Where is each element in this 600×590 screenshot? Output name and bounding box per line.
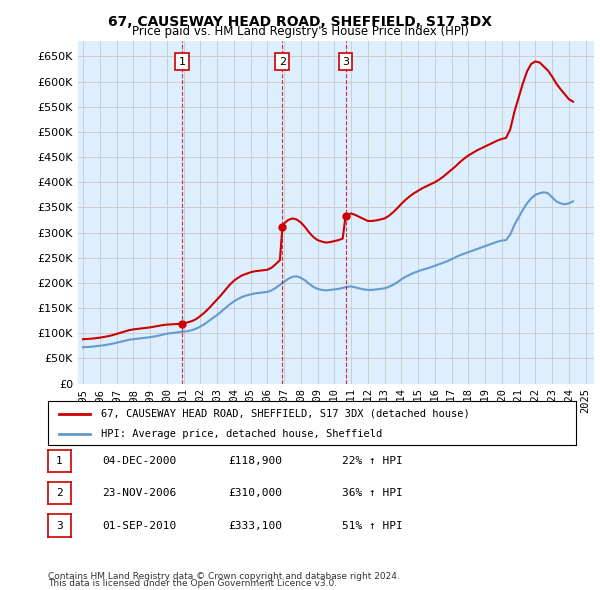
Text: 36% ↑ HPI: 36% ↑ HPI: [342, 489, 403, 498]
Text: This data is licensed under the Open Government Licence v3.0.: This data is licensed under the Open Gov…: [48, 579, 337, 588]
Text: 2: 2: [279, 57, 286, 67]
Text: £118,900: £118,900: [228, 456, 282, 466]
Text: 3: 3: [56, 521, 63, 530]
Text: £310,000: £310,000: [228, 489, 282, 498]
Text: 04-DEC-2000: 04-DEC-2000: [102, 456, 176, 466]
Text: 1: 1: [179, 57, 186, 67]
Text: 51% ↑ HPI: 51% ↑ HPI: [342, 521, 403, 530]
Text: 1: 1: [56, 456, 63, 466]
Text: 3: 3: [342, 57, 349, 67]
Text: 67, CAUSEWAY HEAD ROAD, SHEFFIELD, S17 3DX (detached house): 67, CAUSEWAY HEAD ROAD, SHEFFIELD, S17 3…: [101, 409, 470, 418]
Text: HPI: Average price, detached house, Sheffield: HPI: Average price, detached house, Shef…: [101, 430, 382, 440]
Text: £333,100: £333,100: [228, 521, 282, 530]
Text: 67, CAUSEWAY HEAD ROAD, SHEFFIELD, S17 3DX: 67, CAUSEWAY HEAD ROAD, SHEFFIELD, S17 3…: [108, 15, 492, 29]
Text: Price paid vs. HM Land Registry's House Price Index (HPI): Price paid vs. HM Land Registry's House …: [131, 25, 469, 38]
Text: Contains HM Land Registry data © Crown copyright and database right 2024.: Contains HM Land Registry data © Crown c…: [48, 572, 400, 581]
Text: 2: 2: [56, 489, 63, 498]
Text: 01-SEP-2010: 01-SEP-2010: [102, 521, 176, 530]
Text: 22% ↑ HPI: 22% ↑ HPI: [342, 456, 403, 466]
Text: 23-NOV-2006: 23-NOV-2006: [102, 489, 176, 498]
